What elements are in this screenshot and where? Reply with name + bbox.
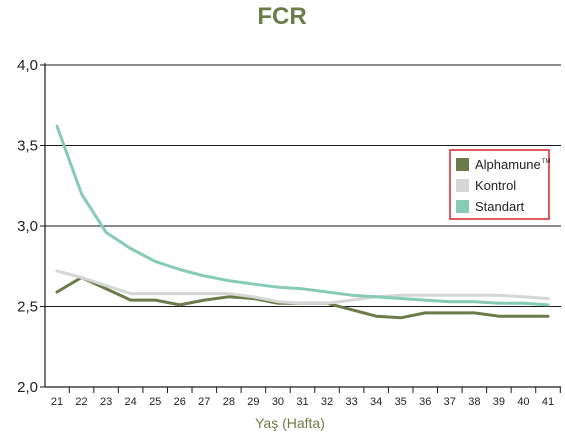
- y-tick-label: 3,0: [17, 218, 38, 235]
- x-tick-label: 31: [296, 396, 308, 408]
- chart-title: FCR: [257, 3, 306, 30]
- legend-swatch-standart: [456, 200, 469, 213]
- x-tick-label: 32: [321, 396, 333, 408]
- x-tick-label: 33: [345, 396, 357, 408]
- x-tick-label: 34: [370, 396, 382, 408]
- legend-label-standart: Standart: [475, 199, 525, 214]
- series-line-alphamune: [55, 276, 550, 320]
- y-tick-label: 4,0: [17, 57, 38, 74]
- series-lines: [55, 124, 550, 320]
- x-tick-label: 35: [395, 396, 407, 408]
- x-tick-label: 24: [125, 396, 137, 408]
- x-tick-label: 28: [223, 396, 235, 408]
- x-tick-label: 37: [444, 396, 456, 408]
- legend-swatch-kontrol: [456, 179, 469, 192]
- y-axis-ticks: 2,0 2,5 3,0 3,5 4,0: [17, 57, 45, 396]
- x-tick-label: 36: [419, 396, 431, 408]
- x-tick-label: 25: [149, 396, 161, 408]
- x-axis-label: Yaş (Hafta): [255, 415, 325, 431]
- x-tick-label: 22: [75, 396, 87, 408]
- legend: Alphamune TM Kontrol Standart: [449, 149, 551, 220]
- y-tick-label: 2,5: [17, 299, 38, 316]
- x-tick-label: 23: [100, 396, 112, 408]
- x-tick-label: 41: [542, 396, 554, 408]
- series-line-standart: [55, 124, 550, 307]
- x-tick-label: 27: [198, 396, 210, 408]
- x-tick-label: 29: [247, 396, 259, 408]
- legend-label-kontrol: Kontrol: [475, 178, 516, 193]
- x-tick-label: 30: [272, 396, 284, 408]
- legend-label-alphamune: Alphamune: [475, 157, 541, 172]
- axes: [44, 63, 561, 388]
- x-tick-label: 39: [493, 396, 505, 408]
- gridlines: [45, 64, 561, 307]
- y-tick-label: 2,0: [17, 379, 38, 396]
- x-tick-label: 26: [174, 396, 186, 408]
- x-tick-label: 38: [468, 396, 480, 408]
- legend-swatch-alphamune: [456, 158, 469, 171]
- series-line-kontrol: [55, 269, 550, 305]
- trademark-mark: TM: [542, 159, 551, 165]
- y-tick-label: 3,5: [17, 138, 38, 155]
- x-tick-label: 21: [51, 396, 63, 408]
- x-axis-ticks: 21 22 23 24 25 26 27 28 29 30 31 32 33 34 35 36 37 38 39 40…: [51, 387, 561, 408]
- x-tick-label: 40: [517, 396, 529, 408]
